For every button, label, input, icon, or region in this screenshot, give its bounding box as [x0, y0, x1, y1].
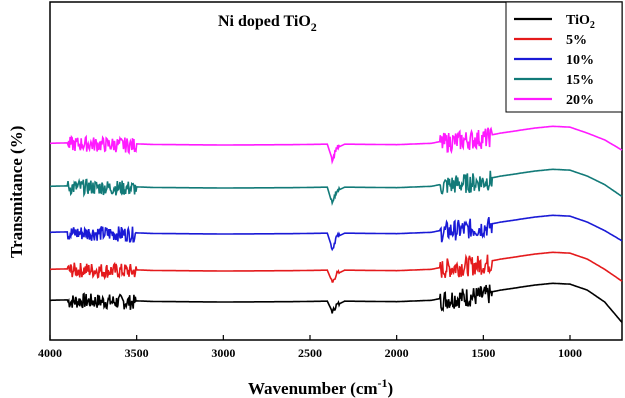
- chart-title: Ni doped TiO2: [218, 13, 317, 34]
- x-tick-label: 1500: [471, 346, 495, 360]
- y-axis-label: Transmitance (%): [7, 126, 26, 258]
- series-line-3: [50, 214, 623, 252]
- legend-box: [505, 1, 623, 113]
- x-tick-label: 1000: [558, 346, 582, 360]
- series-line-1: [50, 282, 623, 323]
- x-tick-label: 4000: [38, 346, 62, 360]
- series-line-2: [50, 251, 623, 283]
- plot-frame: [49, 1, 623, 341]
- legend-label-4: 15%: [566, 73, 594, 88]
- series-line-4: [50, 168, 623, 207]
- x-tick-label: 3500: [125, 346, 149, 360]
- x-tick-label: 3000: [211, 346, 235, 360]
- legend: TiO2 5% 10% 15% 20%: [505, 1, 623, 113]
- legend-label-1: TiO2: [566, 13, 595, 31]
- legend-label-3: 10%: [566, 53, 594, 68]
- x-axis-label: Wavenumber (cm-1): [248, 376, 393, 398]
- legend-label-5: 20%: [566, 93, 594, 108]
- x-tick-label: 2000: [385, 346, 409, 360]
- legend-label-2: 5%: [566, 33, 587, 48]
- series-group: [50, 125, 623, 323]
- x-axis-ticks: 4000 3500 3000 2500 2000 1500 1000: [38, 335, 582, 360]
- series-line-5: [50, 125, 623, 165]
- x-tick-label: 2500: [298, 346, 322, 360]
